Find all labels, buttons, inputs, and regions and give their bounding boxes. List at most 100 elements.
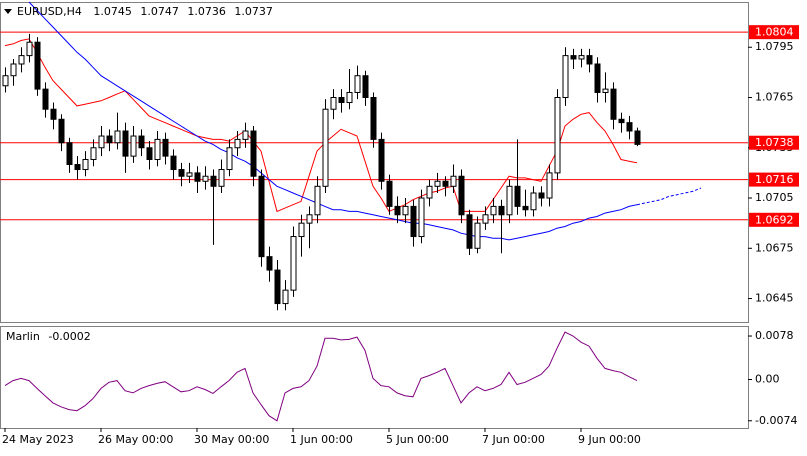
candle-body: [386, 180, 393, 207]
candle-body: [258, 175, 265, 258]
x-tick-label: 26 May 00:00: [98, 433, 173, 446]
y-tick-label: -0.0074: [755, 414, 797, 427]
oscillator-line: [4, 331, 638, 422]
indicator-value: -0.0002: [48, 330, 90, 343]
x-tick-label: 24 May 2023: [2, 433, 74, 446]
candle-body: [242, 130, 249, 140]
candle-body: [146, 147, 153, 160]
candle-body: [42, 88, 49, 110]
candle-body: [114, 130, 121, 144]
level-label-box: [749, 135, 799, 150]
candle-body: [226, 147, 233, 171]
y-tick-label: 1.0675: [755, 241, 794, 254]
candle-body: [90, 147, 97, 160]
candle-body: [338, 96, 345, 104]
candle-body: [234, 138, 241, 149]
candle-body: [578, 55, 585, 60]
candle-body: [162, 138, 169, 157]
candle-body: [170, 155, 177, 171]
y-tick-label: 0.0078: [755, 329, 794, 342]
candle-body: [490, 205, 497, 216]
main-panel-frame: [0, 2, 749, 323]
moving-average: [28, 1, 638, 241]
candle-body: [218, 169, 225, 187]
candle-body: [442, 180, 449, 187]
menu-triangle[interactable]: [4, 9, 12, 14]
candle-body: [210, 175, 217, 187]
candle-body: [458, 175, 465, 216]
candle-body: [378, 138, 385, 182]
candle-body: [298, 222, 305, 238]
candle-body: [186, 172, 193, 177]
candle-body: [594, 63, 601, 93]
candle-body: [106, 135, 113, 144]
candle-body: [466, 214, 473, 249]
candle-body: [282, 289, 289, 305]
moving-average: [4, 38, 638, 213]
candle-body: [74, 164, 81, 171]
level-label-box: [749, 25, 799, 40]
candle-body: [50, 108, 57, 120]
x-tick-label: 30 May 00:00: [194, 433, 269, 446]
candle-body: [498, 205, 505, 216]
candle-body: [562, 55, 569, 98]
candle-body: [18, 55, 25, 65]
symbol-label: EURUSD,H4 1.0745 1.0747 1.0736 1.0737: [17, 5, 273, 18]
candle-body: [634, 130, 641, 145]
candle-body: [138, 135, 145, 149]
low-value: 1.0736: [187, 5, 226, 18]
candle-body: [194, 172, 201, 182]
candle-body: [402, 205, 409, 216]
y-tick-label: 1.0765: [755, 90, 794, 103]
candle-body: [450, 175, 457, 187]
candle-body: [66, 142, 73, 166]
open-value: 1.0745: [93, 5, 132, 18]
candle-body: [570, 55, 577, 60]
x-tick-label: 5 Jun 00:00: [386, 433, 449, 446]
x-tick-label: 1 Jun 00:00: [290, 433, 353, 446]
candle-body: [34, 41, 41, 90]
candle-body: [322, 108, 329, 187]
candle-body: [346, 91, 353, 104]
candle-body: [314, 185, 321, 216]
candle-body: [546, 172, 553, 199]
candle-body: [2, 75, 9, 87]
candle-body: [202, 175, 209, 182]
overlay: EURUSD,H4 1.0745 1.0747 1.0736 1.0737 Ma…: [4, 5, 799, 343]
candle-body: [122, 130, 129, 157]
y-tick-label: 1.0645: [755, 292, 794, 305]
level-label: 1.0738: [755, 136, 794, 149]
level-label: 1.0716: [755, 173, 794, 186]
candle-body: [306, 214, 313, 224]
moving-average: [636, 187, 702, 206]
candle-body: [58, 118, 65, 144]
oscillator-panel-frame: [0, 326, 749, 429]
candle-body: [274, 269, 281, 305]
candle-body: [586, 55, 593, 65]
candle-body: [522, 205, 529, 211]
y-tick-label: 1.0795: [755, 40, 794, 53]
candle-body: [394, 205, 401, 216]
candle-body: [474, 222, 481, 249]
candle-body: [130, 135, 137, 157]
candle-body: [482, 214, 489, 224]
candle-body: [250, 130, 257, 177]
candle-body: [618, 118, 625, 124]
candle-body: [506, 185, 513, 216]
candle-body: [554, 96, 561, 174]
candle-body: [370, 96, 377, 140]
candle-body: [514, 185, 521, 207]
level-label-box: [749, 172, 799, 187]
high-value: 1.0747: [140, 5, 179, 18]
close-value: 1.0737: [234, 5, 273, 18]
candle-body: [330, 96, 337, 110]
y-tick-label: 1.0705: [755, 191, 794, 204]
x-tick-label: 7 Jun 00:00: [482, 433, 545, 446]
candle-body: [610, 88, 617, 120]
candle-body: [418, 197, 425, 238]
candle-body: [538, 192, 545, 199]
level-label-box: [749, 212, 799, 227]
